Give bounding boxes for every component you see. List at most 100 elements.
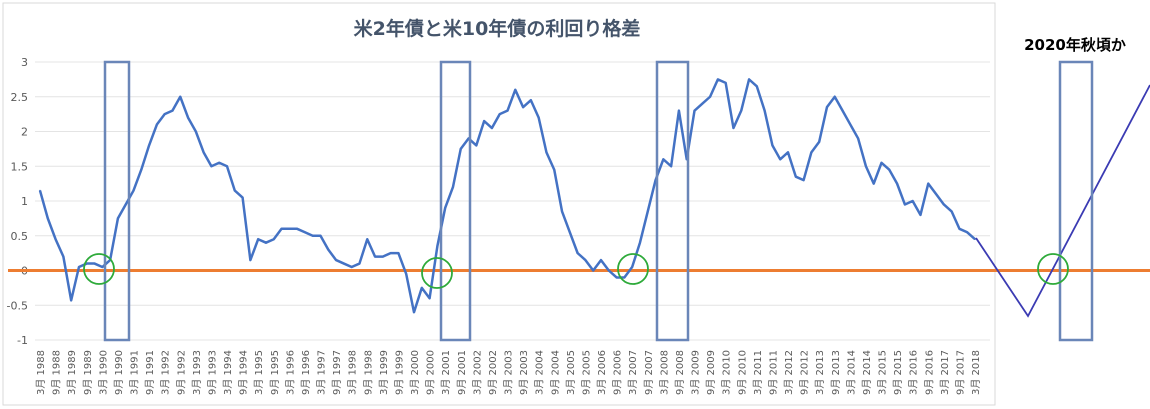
spread-data-point bbox=[475, 144, 478, 147]
spread-data-point bbox=[662, 158, 665, 161]
chart-title: 米2年債と米10年債の利回り格差 bbox=[354, 17, 641, 40]
spread-data-point bbox=[950, 210, 953, 213]
spread-data-point bbox=[452, 186, 454, 188]
x-tick-label: 9月 2009 bbox=[705, 350, 717, 395]
spread-data-point bbox=[576, 252, 579, 254]
x-tick-label: 9月 2007 bbox=[643, 350, 655, 395]
spread-data-point bbox=[202, 151, 205, 154]
spread-data-point bbox=[288, 228, 291, 230]
x-tick-label: 9月 1998 bbox=[362, 350, 374, 395]
x-tick-label: 3月 2013 bbox=[814, 350, 826, 395]
spread-data-point bbox=[904, 203, 906, 206]
spread-data-point bbox=[327, 248, 330, 251]
x-tick-label: 3月 2000 bbox=[409, 350, 421, 395]
spread-data-point bbox=[966, 231, 969, 234]
spread-data-point bbox=[794, 175, 797, 178]
spread-data-point bbox=[569, 231, 571, 234]
y-tick-label: 2.5 bbox=[11, 91, 29, 104]
x-tick-label: 3月 1998 bbox=[347, 350, 359, 395]
spread-data-point bbox=[732, 127, 735, 129]
x-tick-label: 9月 2015 bbox=[892, 350, 904, 395]
spread-data-point bbox=[218, 161, 221, 164]
y-tick-label: 1.5 bbox=[11, 160, 29, 173]
x-tick-label: 3月 1993 bbox=[191, 350, 203, 395]
spread-data-point bbox=[78, 266, 80, 268]
spread-data-point bbox=[865, 165, 867, 168]
highlight-circle bbox=[617, 253, 649, 285]
spread-data-point bbox=[771, 144, 774, 147]
x-tick-label: 9月 1995 bbox=[269, 350, 281, 395]
spread-data-point bbox=[93, 262, 96, 265]
x-tick-label: 3月 2018 bbox=[970, 350, 982, 395]
spread-data-point bbox=[530, 99, 532, 102]
highlight-box bbox=[655, 60, 690, 342]
y-tick-label: -1 bbox=[17, 334, 28, 347]
spread-data-point bbox=[639, 241, 641, 244]
spread-data-point bbox=[85, 262, 88, 265]
x-tick-label: 3月 2009 bbox=[690, 350, 702, 395]
x-tick-label: 9月 1992 bbox=[175, 350, 187, 395]
spread-data-point bbox=[888, 168, 891, 171]
spread-data-point bbox=[763, 109, 766, 112]
highlight-box bbox=[103, 60, 131, 342]
x-tick-label: 3月 1988 bbox=[35, 350, 47, 395]
x-tick-label: 3月 2015 bbox=[877, 350, 889, 395]
spread-data-point bbox=[872, 182, 875, 185]
spread-data-point bbox=[927, 182, 930, 185]
spread-data-point bbox=[459, 148, 462, 150]
x-tick-label: 3月 2010 bbox=[721, 350, 733, 395]
spread-data-point bbox=[857, 137, 859, 140]
spread-data-point bbox=[46, 217, 49, 220]
x-tick-label: 3月 2007 bbox=[627, 350, 639, 395]
spread-data-point bbox=[311, 234, 314, 237]
spread-data-point bbox=[241, 196, 244, 199]
spread-data-point bbox=[233, 189, 236, 192]
spread-data-point bbox=[678, 109, 680, 112]
x-tick-label: 9月 2005 bbox=[580, 350, 592, 395]
x-tick-label: 9月 2013 bbox=[830, 350, 842, 395]
x-tick-label: 9月 2014 bbox=[861, 350, 873, 395]
spread-data-point bbox=[483, 120, 485, 122]
x-tick-label: 9月 2010 bbox=[736, 350, 748, 395]
spread-data-point bbox=[257, 238, 259, 241]
spread-data-point bbox=[935, 193, 937, 195]
spread-data-point bbox=[374, 255, 376, 258]
spread-data-point bbox=[366, 238, 369, 241]
y-tick-label: 3 bbox=[21, 56, 28, 69]
spread-data-point bbox=[343, 262, 345, 265]
spread-data-point bbox=[748, 78, 750, 81]
x-tick-label: 3月 1995 bbox=[253, 350, 265, 395]
spread-data-point bbox=[319, 234, 322, 237]
spread-data-point bbox=[584, 259, 587, 261]
spread-data-point bbox=[958, 228, 961, 230]
spread-data-point bbox=[919, 214, 922, 216]
x-tick-label: 3月 2003 bbox=[503, 350, 515, 395]
spread-data-point bbox=[428, 297, 431, 300]
spread-data-point bbox=[709, 95, 711, 98]
annotation-2020-autumn: 2020年秋頃か bbox=[1024, 36, 1126, 54]
x-tick-label: 3月 2001 bbox=[440, 350, 452, 395]
x-tick-label: 9月 1990 bbox=[113, 350, 125, 395]
spread-data-point bbox=[389, 252, 392, 254]
spread-data-point bbox=[880, 161, 883, 164]
spread-data-point bbox=[54, 238, 57, 241]
spread-data-point bbox=[148, 144, 150, 147]
x-tick-label: 9月 2001 bbox=[456, 350, 468, 395]
spread-data-point bbox=[592, 269, 595, 272]
spread-data-point bbox=[724, 82, 727, 84]
spread-data-point bbox=[187, 116, 189, 119]
spread-data-point bbox=[413, 311, 415, 314]
spread-data-point bbox=[631, 266, 633, 268]
spread-data-point bbox=[226, 165, 228, 168]
x-tick-label: 9月 1994 bbox=[238, 350, 250, 395]
spread-data-point bbox=[117, 217, 119, 220]
spread-data-point bbox=[756, 85, 758, 88]
spread-data-point bbox=[896, 182, 898, 185]
spread-data-point bbox=[436, 245, 439, 247]
spread-data-point bbox=[522, 106, 524, 108]
x-tick-label: 3月 2002 bbox=[471, 350, 483, 395]
spread-data-point bbox=[163, 113, 166, 115]
spread-data-point bbox=[553, 168, 556, 171]
x-tick-label: 9月 1991 bbox=[144, 350, 156, 395]
